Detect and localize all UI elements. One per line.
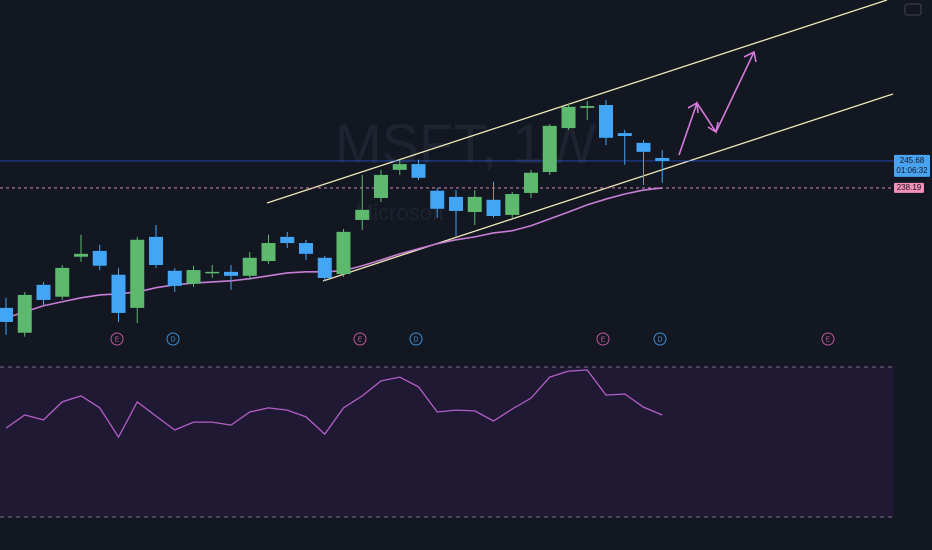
candle-body bbox=[392, 164, 407, 170]
candle-body bbox=[430, 190, 445, 209]
event-label: D bbox=[657, 336, 662, 343]
channel-upper bbox=[266, 0, 888, 204]
event-label: E bbox=[115, 336, 120, 343]
last-price-label: 245.68 bbox=[900, 156, 925, 165]
projection-arrows bbox=[678, 50, 757, 156]
event-label: E bbox=[358, 336, 363, 343]
event-label: D bbox=[170, 336, 175, 343]
event-marker bbox=[166, 332, 180, 346]
candle-body bbox=[224, 271, 238, 276]
watermark: MSFT, 1W bbox=[335, 112, 596, 175]
event-marker bbox=[110, 332, 124, 346]
channel-lower bbox=[322, 93, 894, 282]
ma-price-box bbox=[894, 182, 924, 193]
countdown-label: 01:06:32 bbox=[896, 166, 928, 175]
candle-body bbox=[336, 231, 351, 275]
event-label: D bbox=[413, 336, 418, 343]
event-label: E bbox=[826, 336, 831, 343]
event-marker bbox=[821, 332, 835, 346]
rsi-pane bbox=[0, 367, 894, 517]
candle-body bbox=[167, 270, 182, 286]
candle-body bbox=[149, 236, 163, 266]
candle-body bbox=[280, 236, 295, 244]
candle-body bbox=[17, 294, 32, 333]
candle-body bbox=[74, 253, 88, 257]
candle-body bbox=[449, 196, 463, 211]
event-marker bbox=[409, 332, 423, 346]
candle-body bbox=[92, 250, 107, 266]
candle-body bbox=[205, 271, 220, 274]
ma-price-label: 238.19 bbox=[897, 183, 922, 192]
candle-body bbox=[561, 106, 576, 129]
candle-body bbox=[111, 274, 126, 313]
candle-body bbox=[374, 174, 388, 198]
candle-body bbox=[636, 142, 651, 152]
candle-body bbox=[36, 284, 51, 300]
screenshot-icon[interactable] bbox=[904, 3, 922, 16]
candle-body bbox=[524, 172, 538, 193]
event-label: E bbox=[601, 336, 606, 343]
candle-body bbox=[355, 209, 370, 220]
candle-body bbox=[599, 105, 613, 138]
last-price-box bbox=[894, 154, 930, 177]
candle-body bbox=[242, 257, 257, 276]
candle-body bbox=[617, 133, 632, 136]
candle-body bbox=[411, 164, 426, 178]
event-marker bbox=[653, 332, 667, 346]
candle-body bbox=[486, 199, 501, 216]
candle-body bbox=[317, 257, 332, 278]
rsi-line bbox=[5, 369, 663, 439]
candle-body bbox=[0, 307, 13, 322]
candle-body bbox=[505, 194, 520, 215]
candle-body bbox=[55, 267, 70, 297]
candle-body bbox=[580, 106, 595, 108]
candle-body bbox=[130, 239, 145, 308]
candle-body bbox=[542, 125, 557, 173]
candle-body bbox=[186, 270, 201, 284]
candle-body bbox=[261, 243, 276, 262]
event-marker bbox=[353, 332, 367, 346]
candle-body bbox=[467, 196, 482, 213]
candle-body bbox=[655, 157, 670, 161]
event-marker bbox=[596, 332, 610, 346]
watermark-subtitle: Microsoft bbox=[355, 200, 444, 225]
candle-body bbox=[299, 243, 313, 254]
